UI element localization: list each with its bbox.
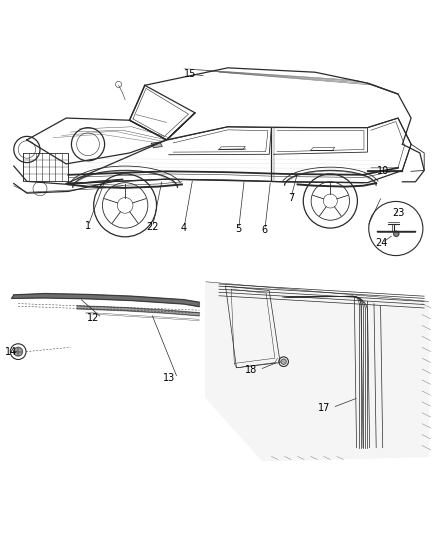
- Text: 6: 6: [262, 225, 268, 235]
- Text: 18: 18: [245, 365, 257, 375]
- Text: 5: 5: [236, 224, 242, 234]
- Text: 13: 13: [162, 373, 175, 383]
- Circle shape: [281, 359, 286, 364]
- Circle shape: [14, 348, 22, 356]
- Circle shape: [394, 231, 399, 236]
- Text: 23: 23: [393, 208, 405, 218]
- Text: 1: 1: [85, 221, 91, 231]
- Polygon shape: [151, 142, 162, 148]
- Text: 12: 12: [87, 313, 99, 323]
- Text: 14: 14: [5, 346, 17, 357]
- Text: 10: 10: [377, 166, 389, 176]
- Text: 7: 7: [288, 192, 294, 203]
- Polygon shape: [77, 306, 199, 316]
- Text: 22: 22: [146, 222, 159, 232]
- Polygon shape: [12, 294, 199, 306]
- Polygon shape: [206, 282, 428, 461]
- Text: 17: 17: [318, 402, 330, 413]
- Text: 24: 24: [376, 238, 388, 248]
- Text: 4: 4: [181, 223, 187, 232]
- Text: 15: 15: [184, 69, 197, 79]
